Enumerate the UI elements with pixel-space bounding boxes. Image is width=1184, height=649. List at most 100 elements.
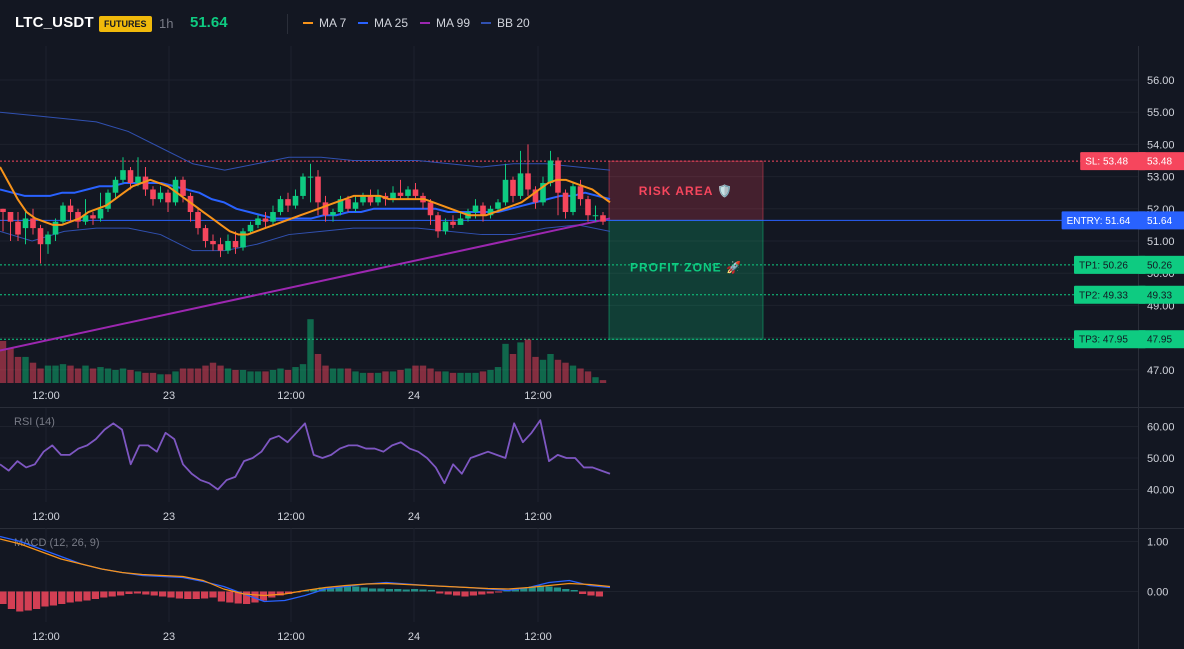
candle-body[interactable]	[300, 176, 306, 196]
candle-body[interactable]	[97, 208, 104, 219]
candle-body[interactable]	[390, 192, 396, 200]
candle-body[interactable]	[517, 173, 524, 196]
volume-bar	[329, 368, 337, 383]
candle-body[interactable]	[270, 212, 276, 222]
take-profit-1-tag[interactable]	[1074, 255, 1146, 274]
timeframe-label[interactable]: 1h	[159, 16, 174, 31]
macd-histogram-bar	[133, 591, 141, 594]
candle-body[interactable]	[247, 224, 254, 232]
candle-body[interactable]	[127, 170, 134, 184]
entry-tag[interactable]	[1061, 211, 1146, 230]
candle-body[interactable]	[150, 189, 156, 200]
candle-body[interactable]	[435, 215, 441, 232]
candle-body[interactable]	[480, 205, 486, 216]
candle-body[interactable]	[67, 205, 74, 213]
candle-body[interactable]	[495, 202, 501, 209]
candle-body[interactable]	[37, 228, 44, 245]
candle-body[interactable]	[165, 192, 171, 203]
candle-body[interactable]	[112, 179, 119, 193]
candle-body[interactable]	[525, 173, 531, 190]
candle-body[interactable]	[360, 195, 366, 203]
candle-body[interactable]	[330, 212, 336, 216]
legend-ma25-label: MA 25	[374, 16, 409, 30]
candle-body[interactable]	[142, 176, 149, 190]
legend-ma25[interactable]: MA 25	[358, 16, 408, 30]
candle-body[interactable]	[52, 221, 59, 235]
legend-ma99[interactable]: MA 99	[420, 16, 470, 30]
candle-body[interactable]	[90, 215, 96, 219]
candle-body[interactable]	[510, 179, 516, 196]
candle-body[interactable]	[180, 179, 186, 196]
candle-body[interactable]	[322, 202, 329, 216]
candle-body[interactable]	[202, 228, 209, 241]
symbol-label[interactable]: LTC_USDT	[15, 14, 94, 31]
candle-body[interactable]	[315, 176, 321, 203]
volume-bar	[599, 380, 607, 383]
legend-bb20[interactable]: BB 20	[481, 16, 530, 30]
candle-body[interactable]	[75, 212, 81, 222]
candle-body[interactable]	[450, 221, 456, 225]
candle-body[interactable]	[345, 199, 351, 209]
candle-body[interactable]	[367, 195, 374, 203]
candle-body[interactable]	[225, 241, 231, 251]
candle-body[interactable]	[105, 192, 111, 209]
candle-body[interactable]	[45, 234, 51, 245]
candle-body[interactable]	[405, 189, 411, 196]
candle-body[interactable]	[292, 195, 299, 206]
volume-bar	[307, 319, 314, 383]
candle-body[interactable]	[570, 186, 576, 213]
candle-body[interactable]	[577, 186, 584, 200]
candle-body[interactable]	[540, 183, 546, 203]
candle-body[interactable]	[277, 199, 284, 213]
candle-body[interactable]	[285, 199, 291, 206]
candle-body[interactable]	[307, 176, 314, 178]
candle-body[interactable]	[562, 192, 569, 213]
macd-histogram-bar	[49, 591, 57, 606]
candle-body[interactable]	[120, 170, 126, 180]
candle-body[interactable]	[427, 202, 434, 216]
candle-body[interactable]	[412, 189, 419, 196]
candle-body[interactable]	[7, 212, 14, 222]
candle-body[interactable]	[210, 241, 216, 245]
candle-body[interactable]	[352, 202, 359, 209]
candle-body[interactable]	[487, 208, 494, 216]
candle-body[interactable]	[195, 212, 201, 229]
take-profit-3-tag[interactable]	[1074, 330, 1146, 349]
candle-body[interactable]	[555, 160, 561, 193]
candle-body[interactable]	[457, 218, 464, 225]
candle-body[interactable]	[82, 215, 89, 222]
candle-body[interactable]	[337, 199, 344, 213]
candle-body[interactable]	[135, 176, 141, 184]
profit-zone[interactable]	[608, 219, 764, 340]
candle-body[interactable]	[442, 221, 449, 232]
candle-body[interactable]	[502, 179, 509, 203]
macd-histogram-bar	[587, 591, 595, 596]
candle-body[interactable]	[232, 241, 239, 248]
take-profit-2-tag[interactable]	[1074, 285, 1146, 304]
candle-body[interactable]	[255, 218, 261, 225]
candle-body[interactable]	[30, 218, 36, 229]
candle-body[interactable]	[22, 218, 29, 229]
candle-body[interactable]	[375, 195, 381, 203]
candle-body[interactable]	[217, 244, 224, 251]
candle-body[interactable]	[547, 160, 554, 184]
legend-ma7[interactable]: MA 7	[303, 16, 346, 30]
stop-loss-tag[interactable]	[1080, 152, 1146, 171]
candle-body[interactable]	[187, 195, 194, 213]
candle-body[interactable]	[532, 189, 539, 203]
x-tick-label: 12:00	[277, 390, 305, 402]
volume-bar	[464, 372, 472, 383]
candle-body[interactable]	[240, 231, 246, 248]
candle-body[interactable]	[585, 199, 591, 216]
candle-body[interactable]	[157, 192, 164, 200]
candle-body[interactable]	[60, 205, 66, 222]
candle-body[interactable]	[600, 215, 606, 222]
candle-body[interactable]	[592, 215, 599, 217]
candle-body[interactable]	[262, 218, 269, 222]
candle-body[interactable]	[15, 221, 21, 235]
candle-body[interactable]	[0, 208, 6, 213]
candle-body[interactable]	[397, 192, 404, 196]
candle-body[interactable]	[472, 205, 479, 213]
x-tick-label: 23	[163, 511, 175, 523]
